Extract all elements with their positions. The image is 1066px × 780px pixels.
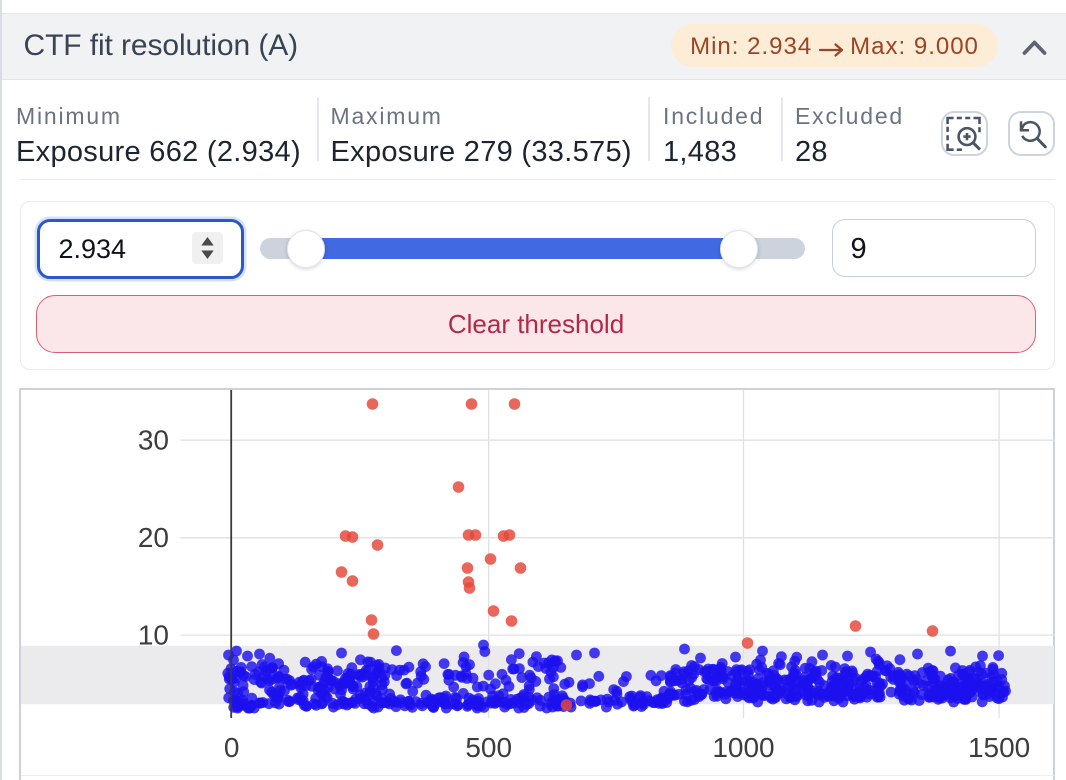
svg-text:1000: 1000 [712, 732, 774, 763]
svg-text:10: 10 [137, 619, 168, 650]
svg-text:1500: 1500 [967, 732, 1029, 763]
svg-text:30: 30 [137, 425, 168, 456]
svg-text:0: 0 [223, 732, 239, 763]
svg-text:500: 500 [465, 732, 512, 763]
svg-text:20: 20 [137, 522, 168, 553]
